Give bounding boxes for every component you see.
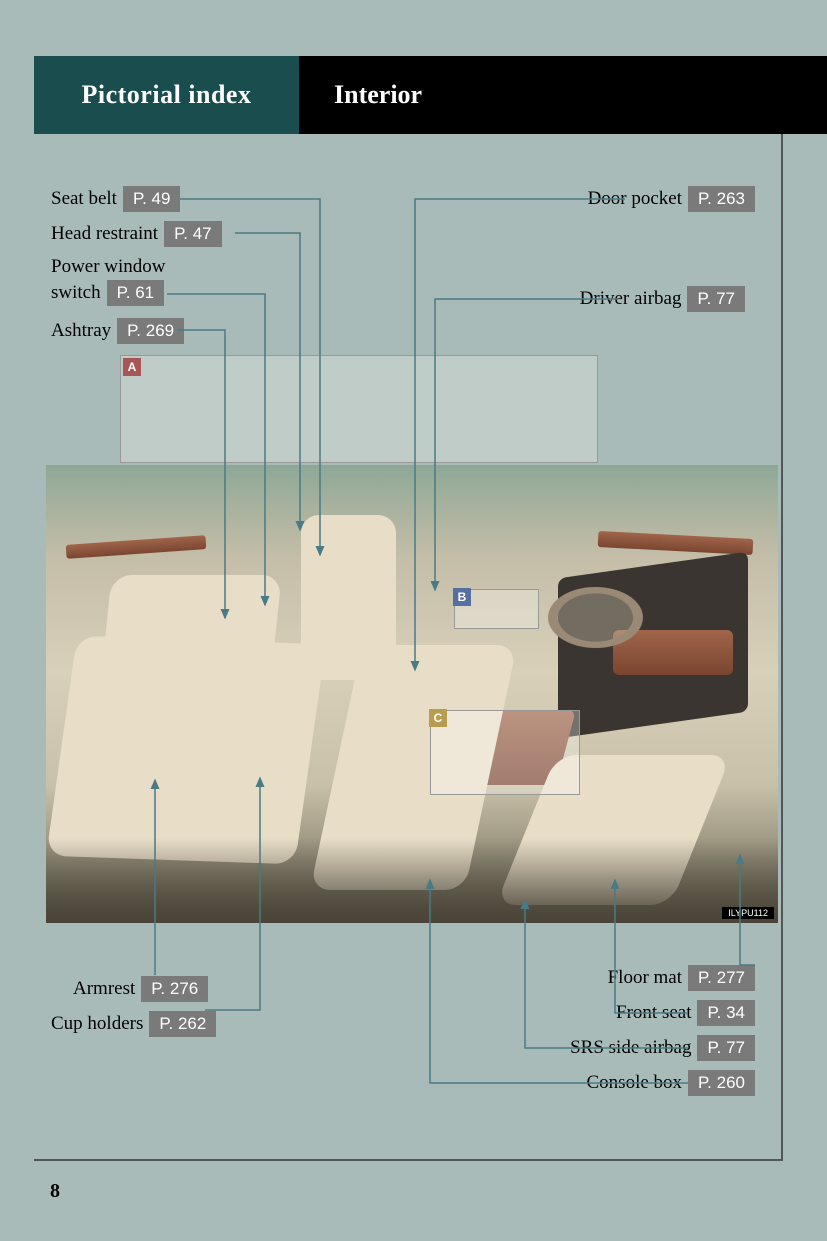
- callout-armrest: P. 276 Armrest: [73, 976, 208, 1002]
- marker-a-icon: A: [123, 358, 141, 376]
- page-ref: P. 34: [697, 1000, 755, 1026]
- marker-box-a: A: [120, 355, 598, 463]
- interior-illustration: ILYPU112: [46, 465, 778, 923]
- callout-label-line2: switch: [51, 282, 101, 304]
- header-subtitle: Interior: [299, 56, 827, 134]
- callout-label: Cup holders: [51, 1013, 143, 1035]
- callout-seat-belt: Seat belt P. 49: [51, 186, 180, 212]
- page-header: Pictorial index Interior: [34, 56, 827, 134]
- callout-label: Front seat: [616, 1002, 691, 1024]
- header-title: Pictorial index: [34, 56, 299, 134]
- callout-label: Console box: [587, 1072, 683, 1094]
- page-number: 8: [50, 1180, 60, 1203]
- callout-label: Head restraint: [51, 223, 158, 245]
- callout-console-box: P. 260 Console box: [587, 1070, 756, 1096]
- page-ref: P. 61: [107, 280, 165, 306]
- page-ref: P. 260: [688, 1070, 755, 1096]
- callout-label: Driver airbag: [580, 288, 682, 310]
- page-ref: P. 276: [141, 976, 208, 1002]
- callout-floor-mat: P. 277 Floor mat: [608, 965, 755, 991]
- callout-srs-airbag: P. 77 SRS side airbag: [570, 1035, 755, 1061]
- callout-head-restraint: Head restraint P. 47: [51, 221, 222, 247]
- page-ref: P. 269: [117, 318, 184, 344]
- page-ref: P. 263: [688, 186, 755, 212]
- marker-b-icon: B: [453, 588, 471, 606]
- marker-box-c: C: [430, 710, 580, 795]
- page-ref: P. 277: [688, 965, 755, 991]
- callout-label: Seat belt: [51, 188, 117, 210]
- page-ref: P. 49: [123, 186, 181, 212]
- callout-label: Ashtray: [51, 320, 111, 342]
- page-ref: P. 77: [687, 286, 745, 312]
- page-ref: P. 77: [697, 1035, 755, 1061]
- callout-door-pocket: P. 263 Door pocket: [588, 186, 755, 212]
- page-ref: P. 262: [149, 1011, 216, 1037]
- marker-c-icon: C: [429, 709, 447, 727]
- callout-power-window: Power window switch P. 61: [51, 256, 166, 306]
- callout-label: Armrest: [73, 978, 135, 1000]
- callout-label: Floor mat: [608, 967, 682, 989]
- callout-front-seat: P. 34 Front seat: [616, 1000, 755, 1026]
- marker-box-b: B: [454, 589, 539, 629]
- callout-ashtray: Ashtray P. 269: [51, 318, 184, 344]
- illustration-code: ILYPU112: [722, 907, 774, 919]
- callout-label: Door pocket: [588, 188, 682, 210]
- page: Pictorial index Interior Seat belt P. 49…: [0, 0, 827, 1241]
- callout-driver-airbag: P. 77 Driver airbag: [580, 286, 745, 312]
- callout-label-line1: Power window: [51, 256, 166, 278]
- callout-cup-holders: P. 262 Cup holders: [51, 1011, 216, 1037]
- page-ref: P. 47: [164, 221, 222, 247]
- callout-label: SRS side airbag: [570, 1037, 691, 1059]
